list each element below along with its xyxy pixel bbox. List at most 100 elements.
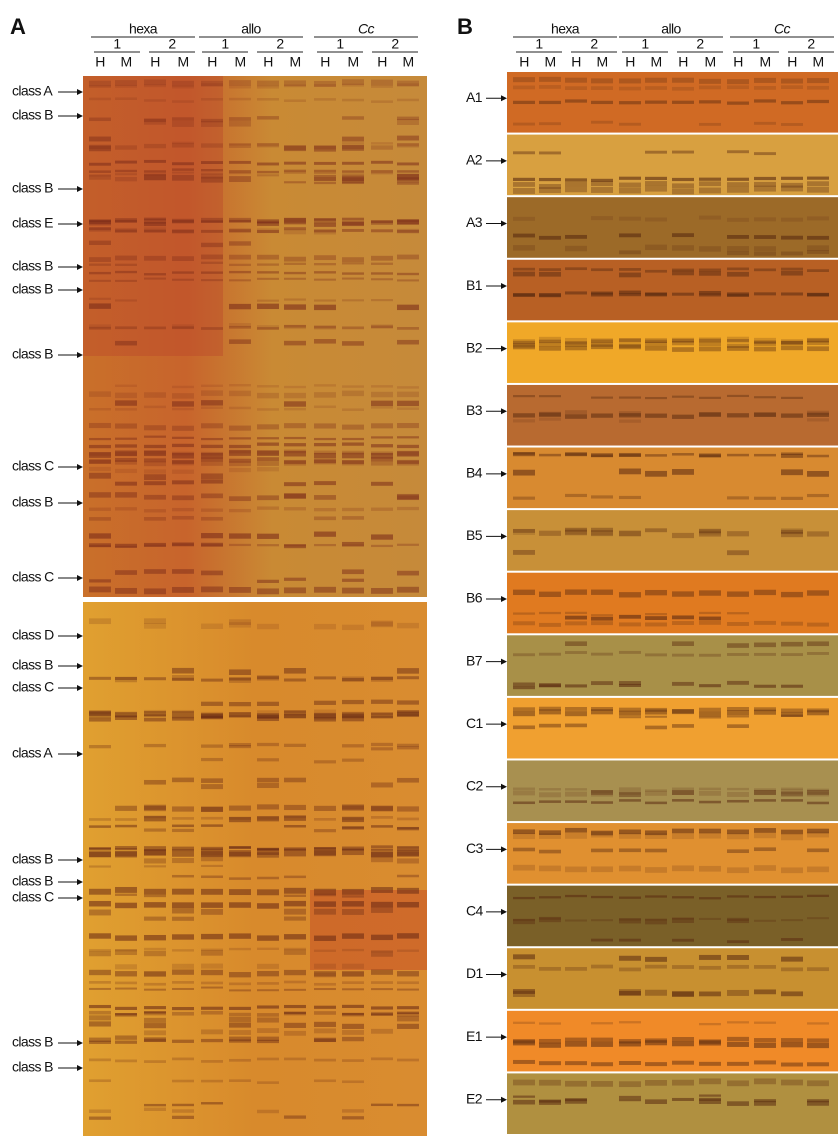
gel-band bbox=[229, 669, 251, 675]
gel-band bbox=[645, 848, 667, 853]
gel-band bbox=[754, 251, 776, 256]
gel-band bbox=[754, 152, 776, 156]
gel-band bbox=[645, 1040, 667, 1046]
gel-band bbox=[371, 806, 393, 812]
arrow-head bbox=[77, 1065, 83, 1071]
gel-band bbox=[807, 99, 829, 104]
arrow-head bbox=[77, 287, 83, 293]
gel-band bbox=[397, 279, 419, 282]
gel-band bbox=[201, 406, 223, 409]
gel-band bbox=[371, 220, 393, 225]
replicate-label: 1 bbox=[641, 36, 649, 52]
gel-band bbox=[807, 418, 829, 422]
gel-band bbox=[257, 1036, 279, 1041]
gel-band bbox=[229, 80, 251, 86]
gel-band bbox=[539, 622, 561, 627]
gel-band bbox=[342, 804, 364, 810]
gel-band bbox=[257, 804, 279, 810]
gel-band bbox=[371, 160, 393, 164]
gel-band bbox=[619, 122, 641, 126]
strip-label: C3 bbox=[466, 840, 484, 856]
gel-band bbox=[397, 391, 419, 398]
gel-band bbox=[591, 1037, 613, 1042]
gel-band bbox=[699, 787, 721, 790]
gel-band bbox=[727, 1061, 749, 1066]
gel-strip bbox=[507, 1073, 838, 1134]
gel-band bbox=[754, 919, 776, 922]
gel-band bbox=[89, 1058, 111, 1062]
gel-band bbox=[539, 652, 561, 656]
gel-band bbox=[342, 221, 364, 227]
band-marker-label: class B bbox=[12, 1034, 53, 1050]
arrow-head bbox=[501, 157, 507, 164]
gel-band bbox=[89, 711, 111, 714]
gel-band bbox=[229, 543, 251, 547]
gel-band bbox=[727, 724, 749, 728]
gel-band bbox=[144, 846, 166, 850]
lane-label: M bbox=[596, 54, 607, 70]
arrow-head bbox=[77, 464, 83, 470]
gel-band bbox=[781, 799, 803, 802]
gel-band bbox=[397, 668, 419, 674]
gel-band bbox=[89, 1079, 111, 1083]
gel-band bbox=[699, 187, 721, 194]
gel-band bbox=[201, 1010, 223, 1015]
gel-band bbox=[342, 217, 364, 221]
gel-band bbox=[565, 791, 587, 797]
gel-band bbox=[727, 643, 749, 648]
strip-label: B2 bbox=[466, 339, 483, 355]
gel-band bbox=[314, 507, 336, 512]
gel-band bbox=[257, 783, 279, 789]
gel-band bbox=[807, 788, 829, 792]
gel-band bbox=[314, 849, 336, 856]
gel-band bbox=[645, 989, 667, 996]
gel-band bbox=[314, 901, 336, 907]
gel-band bbox=[115, 384, 137, 388]
gel-band bbox=[172, 326, 194, 330]
gel-band bbox=[397, 711, 419, 717]
arrow-head bbox=[501, 971, 507, 978]
gel-band bbox=[115, 299, 137, 302]
gel-band bbox=[513, 1039, 535, 1044]
gel-band bbox=[619, 344, 641, 350]
gel-band bbox=[314, 760, 336, 764]
arrow-head bbox=[501, 846, 507, 853]
gel-band bbox=[342, 424, 364, 430]
gel-band bbox=[781, 251, 803, 256]
gel-band bbox=[565, 342, 587, 347]
gel-band bbox=[397, 272, 419, 276]
gel-band bbox=[619, 967, 641, 972]
gel-band bbox=[619, 290, 641, 295]
gel-band bbox=[342, 459, 364, 464]
gel-band bbox=[807, 470, 829, 477]
gel-band bbox=[371, 587, 393, 594]
gel-band bbox=[591, 589, 613, 595]
gel-band bbox=[172, 480, 194, 485]
gel-band bbox=[397, 506, 419, 511]
gel-band bbox=[645, 613, 667, 616]
gel-band bbox=[619, 338, 641, 342]
gel-band bbox=[397, 116, 419, 121]
gel-band bbox=[539, 1061, 561, 1066]
gel-band bbox=[284, 229, 306, 235]
gel-band bbox=[172, 256, 194, 261]
gel-band bbox=[727, 1021, 749, 1024]
gel-band bbox=[371, 816, 393, 819]
gel-band bbox=[229, 339, 251, 344]
gel-band bbox=[172, 443, 194, 448]
gel-band bbox=[371, 716, 393, 719]
gel-band bbox=[172, 1039, 194, 1043]
gel-band bbox=[371, 1028, 393, 1034]
gel-band bbox=[201, 423, 223, 429]
gel-band bbox=[727, 251, 749, 256]
gel-band bbox=[781, 469, 803, 476]
gel-band bbox=[257, 676, 279, 680]
gel-band bbox=[754, 99, 776, 103]
gel-band bbox=[672, 188, 694, 195]
gel-band bbox=[672, 681, 694, 686]
gel-band bbox=[115, 460, 137, 465]
gel-band bbox=[513, 847, 535, 852]
gel-band bbox=[807, 293, 829, 297]
gel-band bbox=[115, 949, 137, 952]
gel-band bbox=[397, 460, 419, 466]
